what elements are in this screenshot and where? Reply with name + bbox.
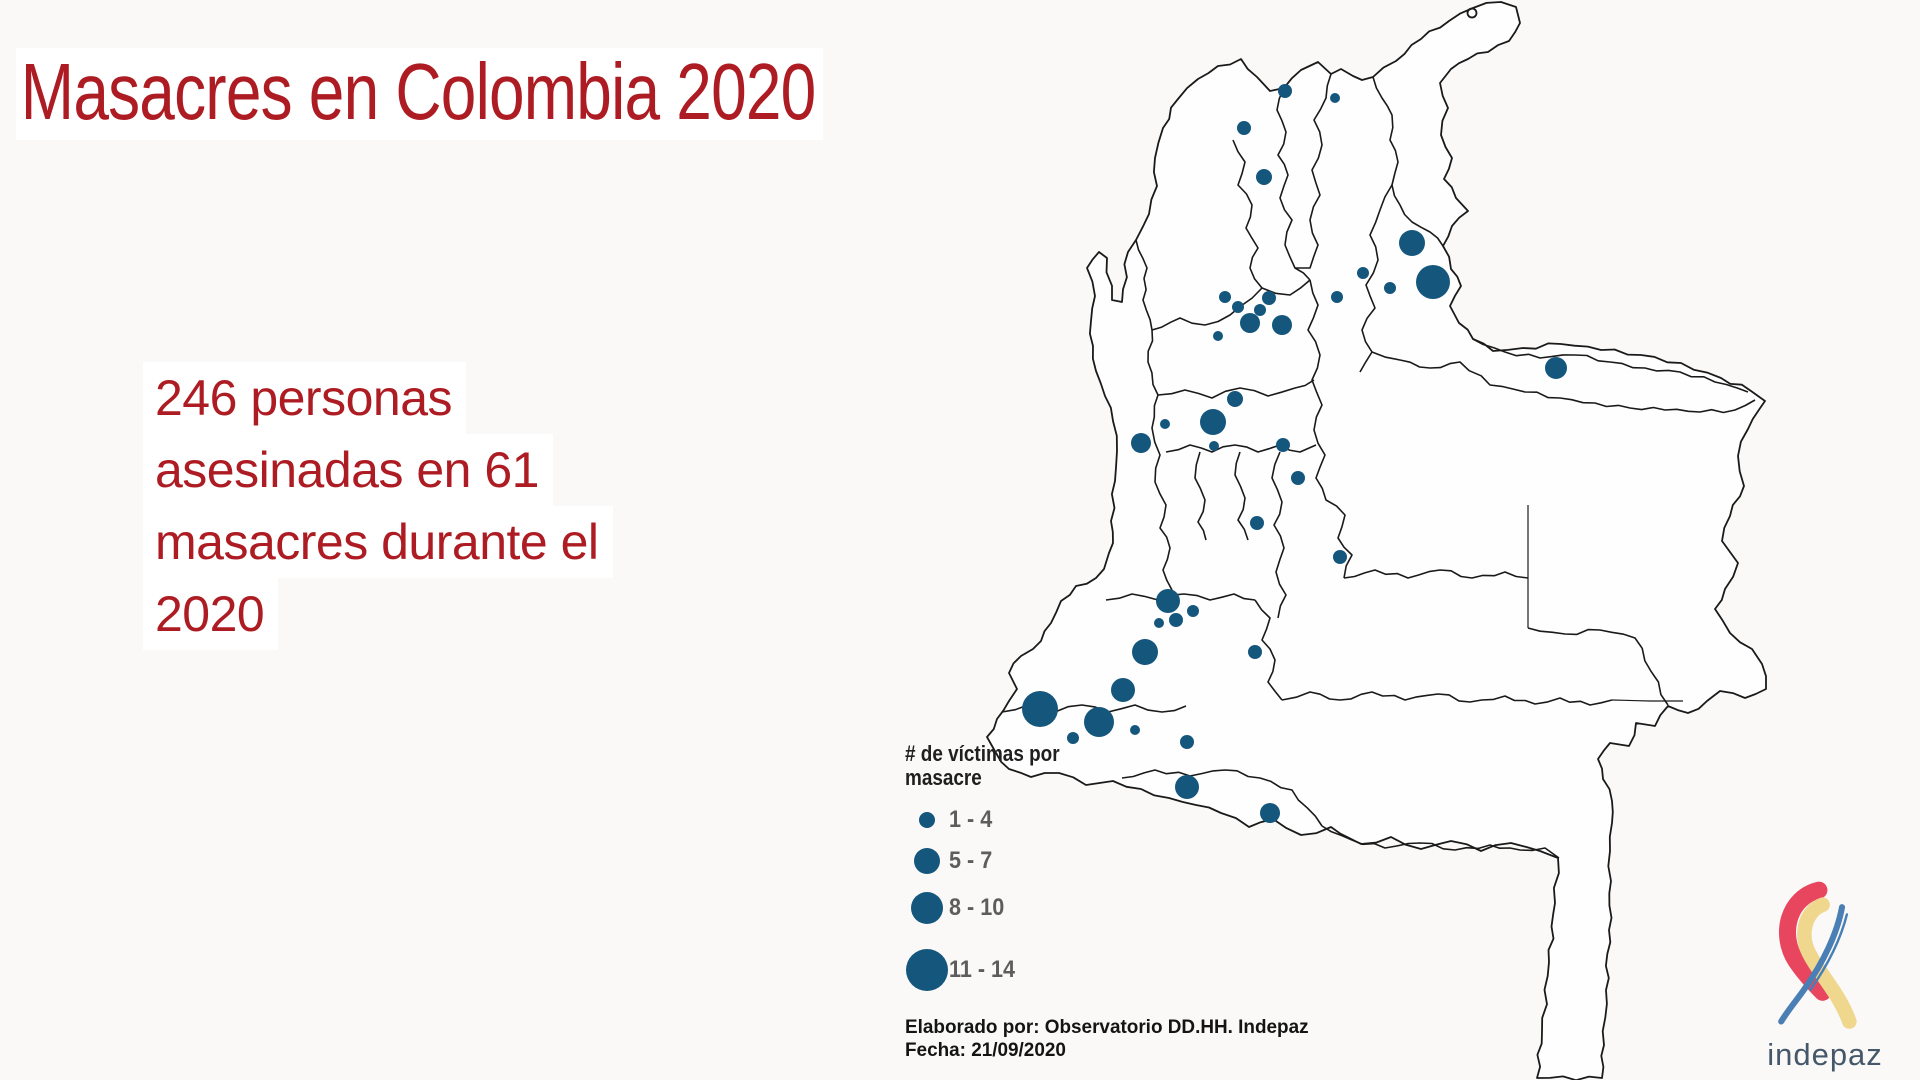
- department-border: [1276, 87, 1311, 281]
- massacre-dot: [1084, 707, 1114, 737]
- department-border: [1105, 593, 1256, 601]
- massacre-dot: [1232, 301, 1244, 313]
- stats-line: 2020: [143, 578, 279, 650]
- massacre-dot: [1131, 433, 1151, 453]
- department-border: [1307, 279, 1353, 579]
- massacre-dot: [1175, 775, 1199, 799]
- massacre-dot: [1262, 291, 1276, 305]
- department-border: [1194, 451, 1207, 541]
- page-title: Masacres en Colombia 2020: [16, 48, 824, 140]
- department-border: [1281, 691, 1613, 706]
- massacre-dot: [1384, 282, 1396, 294]
- department-border: [1121, 769, 1323, 827]
- massacre-dot: [1278, 84, 1292, 98]
- department-border: [1295, 73, 1332, 269]
- massacre-dot: [1276, 438, 1290, 452]
- department-border: [1234, 451, 1249, 541]
- massacre-dot: [1260, 803, 1280, 823]
- credits-line1: Elaborado por: Observatorio DD.HH. Indep…: [905, 1016, 1309, 1038]
- peace-ribbon-icon: [1778, 881, 1857, 1029]
- massacre-dot: [1156, 589, 1180, 613]
- legend-item: 11 - 14: [905, 949, 1135, 991]
- legend-dot-icon: [911, 892, 943, 924]
- massacre-dot: [1240, 313, 1260, 333]
- credits-line2: Fecha: 21/09/2020: [905, 1039, 1066, 1061]
- massacre-dot: [1237, 121, 1251, 135]
- stats-line: 246 personas: [143, 362, 467, 434]
- department-border: [1371, 351, 1756, 414]
- stats-line: asesinadas en 61: [143, 434, 553, 506]
- massacre-dot: [1187, 605, 1199, 617]
- department-border: [1135, 239, 1173, 591]
- legend-label: 1 - 4: [949, 806, 993, 833]
- massacre-dot: [1154, 618, 1164, 628]
- legend-item: 5 - 7: [905, 847, 1135, 875]
- massacre-dot: [1272, 315, 1292, 335]
- department-border: [1232, 139, 1263, 289]
- massacre-dot: [1254, 304, 1266, 316]
- massacre-dot: [1399, 230, 1425, 256]
- department-border: [1527, 627, 1669, 706]
- legend-dot-icon: [906, 949, 948, 991]
- legend: # de víctimas por masacre 1 - 4 5 - 7 8 - …: [905, 742, 1135, 991]
- massacre-dot: [1022, 691, 1058, 727]
- massacre-dots: [1022, 84, 1567, 823]
- massacre-dot: [1330, 93, 1340, 103]
- guajira-lagoon: [1466, 7, 1478, 19]
- credits: Elaborado por: Observatorio DD.HH. Indep…: [905, 1016, 1309, 1062]
- massacre-dot: [1132, 639, 1158, 665]
- massacre-dot: [1067, 732, 1079, 744]
- massacre-dot: [1160, 419, 1170, 429]
- legend-rows: 1 - 4 5 - 7 8 - 10 11 - 14: [905, 806, 1135, 991]
- department-border: [1271, 451, 1287, 619]
- stats-line: masacres durante el: [143, 506, 613, 578]
- department-border: [1343, 569, 1529, 579]
- department-border: [1157, 379, 1315, 399]
- massacre-dot: [1416, 265, 1450, 299]
- legend-item: 1 - 4: [905, 806, 1135, 834]
- department-border: [1611, 699, 1683, 702]
- department-border: [1359, 184, 1393, 373]
- massacre-dot: [1169, 613, 1183, 627]
- legend-dot-icon: [919, 812, 935, 828]
- massacre-dot: [1248, 645, 1262, 659]
- massacre-dot: [1180, 735, 1194, 749]
- stats-text: 246 personas asesinadas en 61 masacres dur…: [143, 362, 613, 650]
- massacre-dot: [1357, 267, 1369, 279]
- department-border: [1151, 279, 1311, 331]
- massacre-dot: [1291, 471, 1305, 485]
- massacre-dot: [1209, 441, 1219, 451]
- legend-label: 11 - 14: [949, 956, 1016, 983]
- massacre-dot: [1213, 331, 1223, 341]
- department-border: [1254, 599, 1283, 701]
- department-border: [1372, 76, 1444, 247]
- department-border: [1321, 825, 1560, 859]
- department-border: [1472, 338, 1749, 393]
- legend-label: 8 - 10: [949, 894, 1005, 921]
- massacre-dot: [1227, 391, 1243, 407]
- massacre-dot: [1256, 169, 1272, 185]
- legend-title: # de víctimas por masacre: [905, 741, 1060, 790]
- legend-item: 8 - 10: [905, 892, 1135, 924]
- legend-dot-icon: [914, 848, 940, 874]
- logo-text: indepaz: [1767, 1037, 1883, 1072]
- legend-label: 5 - 7: [949, 847, 993, 874]
- country-outline: [986, 1, 1767, 1080]
- massacre-dot: [1130, 725, 1140, 735]
- massacre-dot: [1250, 516, 1264, 530]
- massacre-dot: [1545, 357, 1567, 379]
- massacre-dot: [1331, 291, 1343, 303]
- massacre-dot: [1111, 678, 1135, 702]
- massacre-dot: [1219, 291, 1231, 303]
- massacre-dot: [1333, 550, 1347, 564]
- massacre-dot: [1200, 409, 1226, 435]
- indepaz-logo: indepaz: [1740, 878, 1910, 1073]
